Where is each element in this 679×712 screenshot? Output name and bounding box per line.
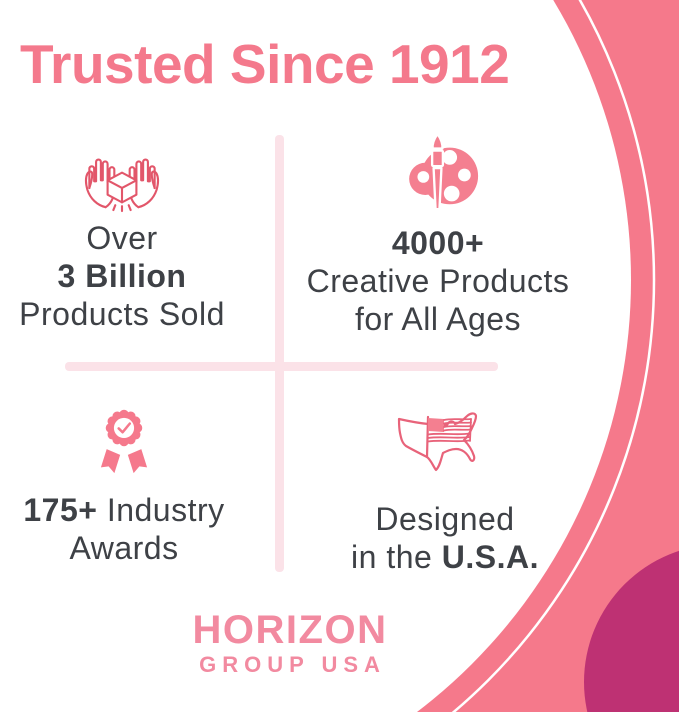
quadrant-designed-usa: Designed in the U.S.A.	[315, 408, 575, 576]
divider-vertical	[275, 135, 284, 572]
stat-line: Over	[86, 220, 158, 256]
stat-value: U.S.A.	[441, 539, 539, 575]
stat-line: Designed	[375, 501, 515, 537]
cube-sparkle-dashes	[112, 204, 132, 213]
stat-prefix: in the	[351, 539, 442, 575]
stat-value: 3 Billion	[57, 258, 187, 294]
quadrant-creative-products: 4000+ Creative Products for All Ages	[283, 130, 593, 338]
stat-line: Awards	[69, 530, 179, 566]
brand-logo: HORIZON GROUP USA	[170, 610, 410, 676]
divider-horizontal	[65, 362, 498, 371]
hands-holding-cube-icon	[84, 158, 160, 213]
stat-label: Industry	[97, 492, 225, 528]
stat-text-block: Designed in the U.S.A.	[315, 500, 575, 576]
quadrant-products-sold: Over 3 Billion Products Sold	[0, 138, 252, 333]
usa-map-flag-icon	[397, 412, 478, 472]
flag-canton	[428, 418, 444, 432]
stat-line: Creative Products	[306, 263, 570, 299]
brand-logo-name: HORIZON	[192, 608, 388, 652]
stat-line: for All Ages	[354, 301, 522, 337]
stat-value: 4000+	[391, 225, 485, 261]
ribbon-tails	[100, 449, 148, 474]
white-arc-line	[451, 0, 656, 712]
seal-inner-circle	[113, 417, 135, 439]
page-title: Trusted Since 1912	[20, 33, 510, 95]
paint-brush	[430, 132, 445, 211]
stat-line: 175+ Industry	[0, 491, 254, 529]
paint-palette-brush-icon	[409, 132, 479, 211]
stat-line: Products Sold	[19, 296, 225, 332]
stat-text-block: 175+ Industry Awards	[0, 491, 254, 567]
magenta-circle	[584, 550, 679, 712]
cube	[106, 171, 138, 204]
stat-text-block: Over 3 Billion Products Sold	[0, 219, 252, 333]
scalloped-seal	[105, 409, 143, 447]
award-ribbon-icon	[100, 409, 148, 474]
brand-logo-subtitle: GROUP USA	[199, 652, 386, 677]
flag-pole	[425, 415, 430, 459]
stat-text-block: 4000+ Creative Products for All Ages	[283, 224, 593, 338]
flag-stripes	[427, 418, 472, 443]
paint-wells	[417, 150, 471, 202]
quadrant-industry-awards: 175+ Industry Awards	[0, 402, 254, 567]
american-flag	[425, 415, 472, 459]
stat-value: 175+	[23, 492, 98, 528]
checkmark-icon	[117, 422, 132, 434]
stat-line: in the U.S.A.	[315, 538, 575, 576]
